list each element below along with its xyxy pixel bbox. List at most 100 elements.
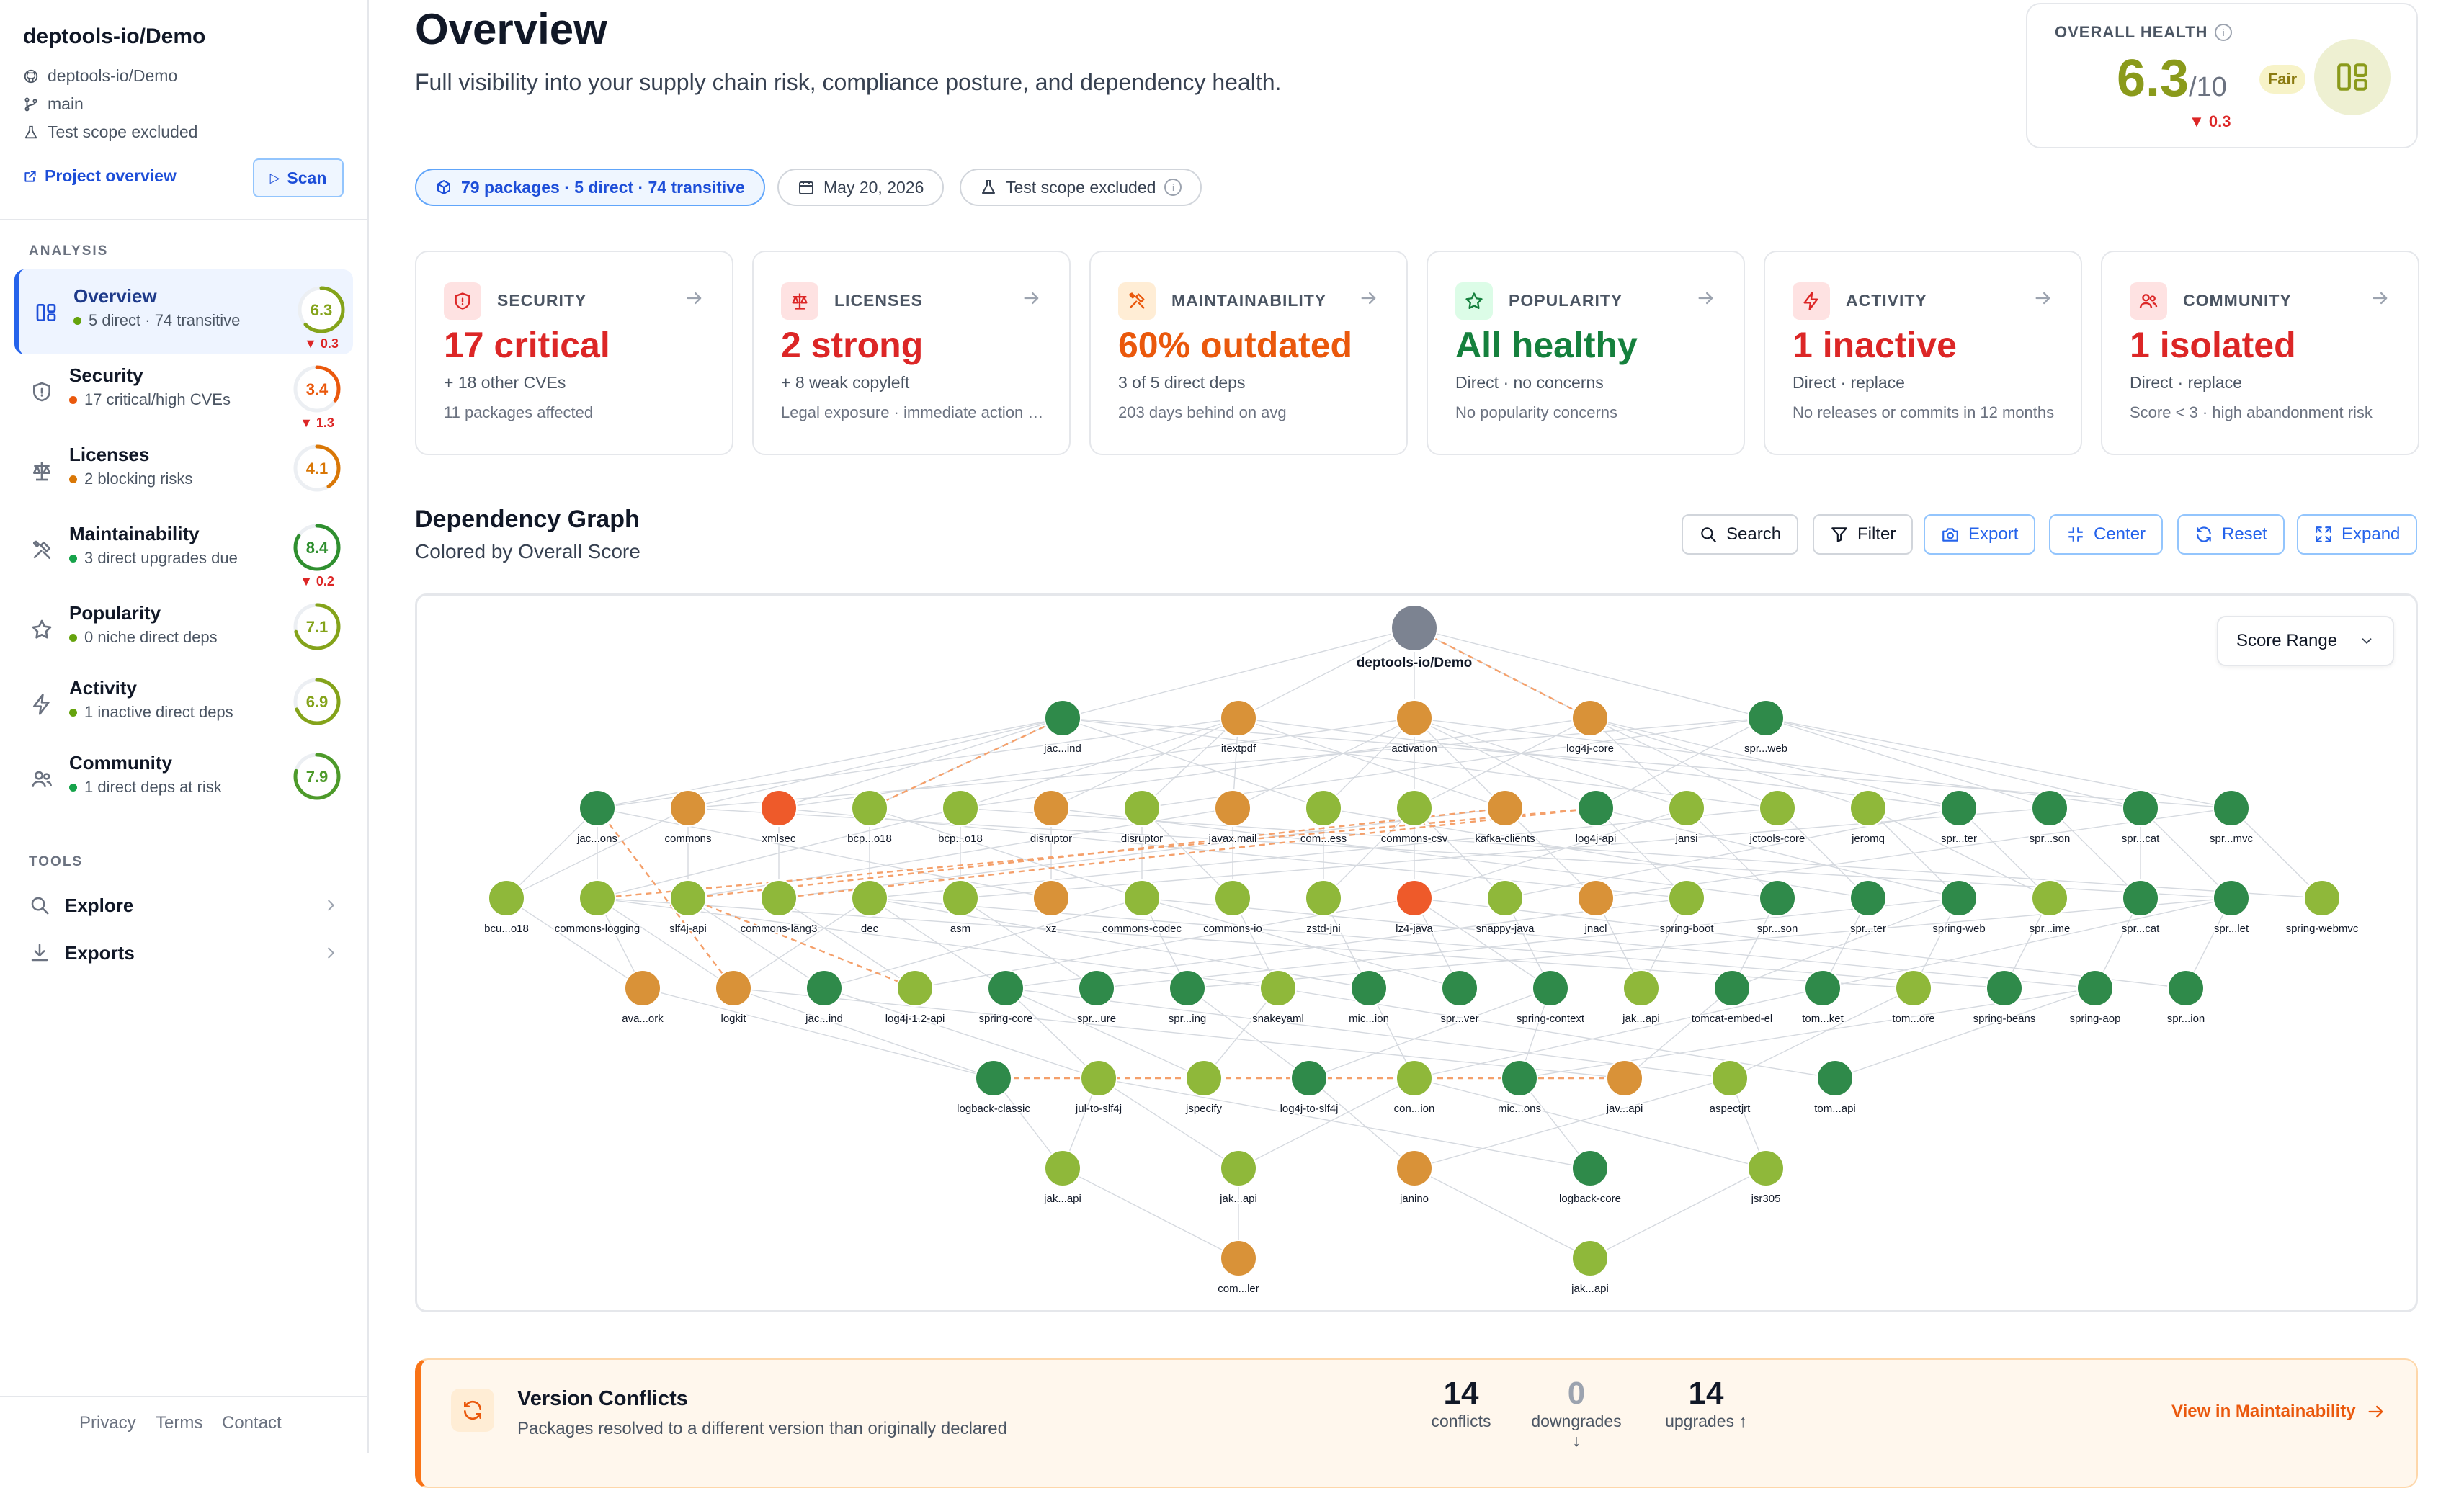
search-button[interactable]: Search (1682, 514, 1799, 555)
graph-node[interactable]: log4j-core (1565, 699, 1615, 756)
metric-card-security[interactable]: SECURITY 17 critical + 18 other CVEs 11 pac… (415, 251, 733, 455)
graph-node[interactable]: log4j-to-slf4j (1279, 1059, 1339, 1116)
metric-card-activity[interactable]: ACTIVITY 1 inactive Direct · replace No rel… (1764, 251, 2082, 455)
tool-exports[interactable]: Exports (29, 933, 339, 972)
export-button[interactable]: Export (1924, 514, 2036, 555)
graph-node-circle[interactable] (1606, 1059, 1643, 1097)
graph-node[interactable]: con...ion (1393, 1059, 1436, 1116)
sidebar-item-licenses[interactable]: Licenses 2 blocking risks 4.1 (14, 428, 353, 513)
graph-node-circle[interactable] (1396, 1149, 1433, 1187)
graph-node[interactable]: spring-boot (1658, 879, 1715, 936)
graph-node-circle[interactable] (1290, 1059, 1328, 1097)
privacy-link[interactable]: Privacy (79, 1413, 136, 1433)
graph-node[interactable]: spr...ver (1439, 969, 1481, 1026)
terms-link[interactable]: Terms (156, 1413, 203, 1433)
graph-node-circle[interactable] (579, 789, 616, 827)
graph-node[interactable]: spring-web (1931, 879, 1987, 936)
graph-node[interactable]: spring-beans (1972, 969, 2037, 1026)
expand-button[interactable]: Expand (2297, 514, 2418, 555)
graph-node[interactable]: jsr305 (1747, 1149, 1785, 1206)
graph-node[interactable]: snappy-java (1475, 879, 1536, 936)
graph-node-circle[interactable] (1032, 879, 1070, 917)
graph-node[interactable]: jak...api (1569, 1240, 1610, 1296)
graph-node[interactable]: ava...ork (620, 969, 665, 1026)
graph-node-circle[interactable] (1486, 789, 1524, 827)
graph-node[interactable]: spr...mvc (2208, 789, 2254, 846)
metric-card-popularity[interactable]: POPULARITY All healthy Direct · no concern… (1427, 251, 1745, 455)
graph-node[interactable]: logkit (715, 969, 752, 1026)
graph-node[interactable]: kafka-clients (1473, 789, 1537, 846)
graph-node-circle[interactable] (851, 879, 888, 917)
graph-node-circle[interactable] (1940, 879, 1978, 917)
graph-node-circle[interactable] (1396, 789, 1433, 827)
graph-node[interactable]: spr...web (1743, 699, 1789, 756)
graph-node-circle[interactable] (942, 879, 979, 917)
graph-node[interactable]: commons-lang3 (739, 879, 818, 936)
graph-node[interactable]: spr...cat (2120, 789, 2161, 846)
graph-node[interactable]: spr...son (2028, 789, 2071, 846)
graph-node-circle[interactable] (2031, 789, 2068, 827)
graph-node[interactable]: tom...ore (1891, 969, 1937, 1026)
graph-node-circle[interactable] (1759, 789, 1796, 827)
graph-node[interactable]: snakeyaml (1251, 969, 1305, 1026)
graph-node[interactable]: log4j-api (1574, 789, 1617, 846)
graph-node[interactable]: tomcat-embed-el (1690, 969, 1774, 1026)
graph-node-circle[interactable] (1123, 789, 1161, 827)
dependency-graph[interactable]: deptools-io/Demo jac...ind itextpdf activat… (415, 593, 2418, 1312)
graph-node-circle[interactable] (1032, 789, 1070, 827)
graph-node-circle[interactable] (1849, 879, 1887, 917)
graph-node[interactable]: spring-core (977, 969, 1035, 1026)
graph-node[interactable]: disruptor (1029, 789, 1073, 846)
graph-node-circle[interactable] (579, 879, 616, 917)
graph-node-circle[interactable] (1532, 969, 1569, 1007)
graph-node-circle[interactable] (805, 969, 843, 1007)
graph-node-circle[interactable] (1986, 969, 2023, 1007)
graph-node-circle[interactable] (1816, 1059, 1854, 1097)
graph-node[interactable]: log4j-1.2-api (884, 969, 946, 1026)
graph-node[interactable]: asm (942, 879, 979, 936)
sidebar-item-maintainability[interactable]: Maintainability 3 direct upgrades due 8.4 ▼… (14, 507, 353, 592)
graph-node-circle[interactable] (851, 789, 888, 827)
graph-node[interactable]: jansi (1668, 789, 1705, 846)
graph-node-circle[interactable] (1747, 1149, 1785, 1187)
sidebar-item-activity[interactable]: Activity 1 inactive direct deps 6.9 (14, 661, 353, 746)
graph-node[interactable]: jav...api (1604, 1059, 1644, 1116)
metric-card-community[interactable]: COMMUNITY 1 isolated Direct · replace Score… (2101, 251, 2419, 455)
graph-node-circle[interactable] (1169, 969, 1206, 1007)
graph-node[interactable]: slf4j-api (668, 879, 708, 936)
graph-node-circle[interactable] (1747, 699, 1785, 737)
graph-node[interactable]: commons-io (1202, 879, 1264, 936)
graph-node[interactable]: commons-csv (1380, 789, 1450, 846)
graph-node-circle[interactable] (1396, 699, 1433, 737)
graph-node[interactable]: spr...son (1756, 879, 1799, 936)
graph-node-circle[interactable] (1044, 1149, 1081, 1187)
graph-node-circle[interactable] (2213, 789, 2250, 827)
graph-node-circle[interactable] (1259, 969, 1297, 1007)
tool-explore[interactable]: Explore (29, 886, 339, 925)
sidebar-item-community[interactable]: Community 1 direct deps at risk 7.9 (14, 736, 353, 821)
date-pill[interactable]: May 20, 2026 (777, 169, 945, 206)
graph-node-circle[interactable] (1078, 969, 1115, 1007)
graph-node[interactable]: spr...ure (1076, 969, 1117, 1026)
graph-node-circle[interactable] (1396, 879, 1433, 917)
graph-node[interactable]: com...ess (1299, 789, 1348, 846)
graph-node-circle[interactable] (1391, 604, 1438, 652)
graph-node[interactable]: commons-logging (553, 879, 641, 936)
graph-node-circle[interactable] (1396, 1059, 1433, 1097)
info-icon[interactable]: i (1164, 179, 1182, 196)
graph-node[interactable]: jul-to-slf4j (1073, 1059, 1123, 1116)
graph-node[interactable]: jctools-core (1748, 789, 1806, 846)
graph-node-circle[interactable] (896, 969, 934, 1007)
graph-node-circle[interactable] (760, 789, 798, 827)
project-overview-link[interactable]: Project overview (23, 166, 177, 186)
center-button[interactable]: Center (2049, 514, 2164, 555)
graph-node-circle[interactable] (488, 879, 525, 917)
graph-node[interactable]: itextpdf (1220, 699, 1258, 756)
sidebar-item-popularity[interactable]: Popularity 0 niche direct deps 7.1 (14, 586, 353, 671)
graph-node-circle[interactable] (669, 789, 707, 827)
graph-node[interactable]: spring-aop (2068, 969, 2122, 1026)
graph-node[interactable]: dec (851, 879, 888, 936)
sidebar-item-overview[interactable]: Overview 5 direct · 74 transitive 6.3 ▼ 0.3 (14, 269, 353, 354)
graph-node-circle[interactable] (1486, 879, 1524, 917)
graph-canvas[interactable]: deptools-io/Demo jac...ind itextpdf activat… (417, 596, 2416, 1310)
